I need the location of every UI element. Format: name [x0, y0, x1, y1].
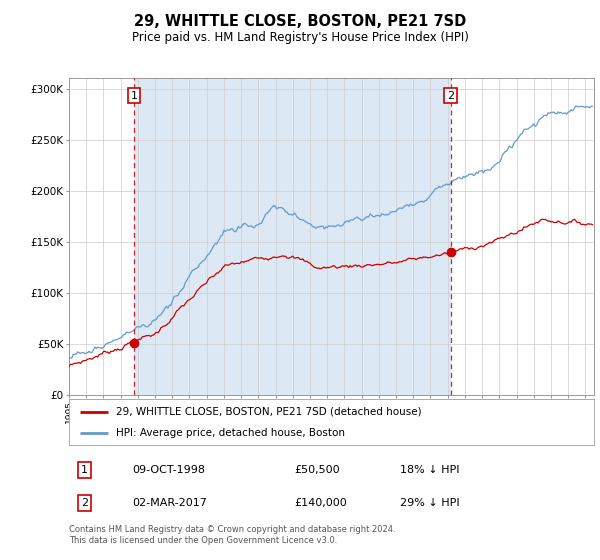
Text: 1: 1: [130, 91, 137, 101]
Text: 02-MAR-2017: 02-MAR-2017: [132, 498, 207, 508]
Bar: [134, 78, 451, 395]
Text: 18% ↓ HPI: 18% ↓ HPI: [400, 465, 459, 475]
Text: 1: 1: [81, 465, 88, 475]
Text: Contains HM Land Registry data © Crown copyright and database right 2024.
This d: Contains HM Land Registry data © Crown c…: [69, 525, 395, 545]
Text: 2: 2: [81, 498, 88, 508]
Text: HPI: Average price, detached house, Boston: HPI: Average price, detached house, Bost…: [116, 428, 345, 438]
Text: 29% ↓ HPI: 29% ↓ HPI: [400, 498, 460, 508]
Text: 29, WHITTLE CLOSE, BOSTON, PE21 7SD: 29, WHITTLE CLOSE, BOSTON, PE21 7SD: [134, 14, 466, 29]
Text: £50,500: £50,500: [295, 465, 340, 475]
Text: 2: 2: [447, 91, 454, 101]
Text: Price paid vs. HM Land Registry's House Price Index (HPI): Price paid vs. HM Land Registry's House …: [131, 31, 469, 44]
Text: £140,000: £140,000: [295, 498, 347, 508]
Text: 29, WHITTLE CLOSE, BOSTON, PE21 7SD (detached house): 29, WHITTLE CLOSE, BOSTON, PE21 7SD (det…: [116, 407, 422, 417]
Text: 09-OCT-1998: 09-OCT-1998: [132, 465, 205, 475]
